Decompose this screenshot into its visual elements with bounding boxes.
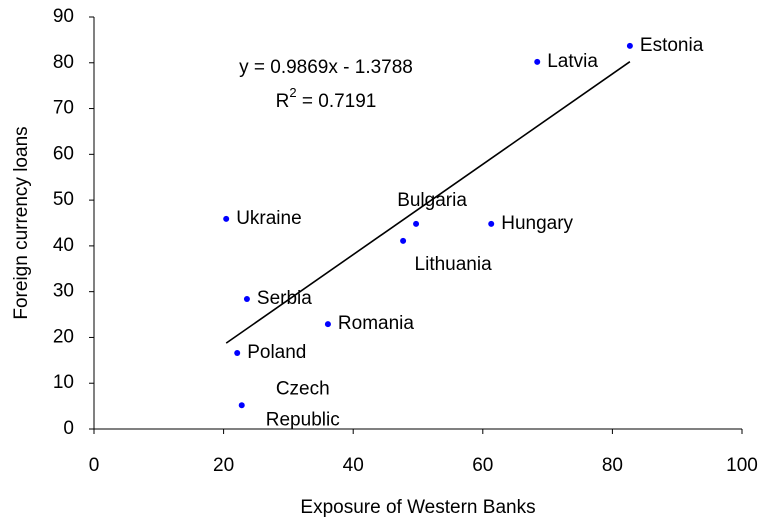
point-label: Latvia <box>547 51 598 72</box>
y-tick-label: 90 <box>53 6 74 27</box>
data-point <box>488 220 495 227</box>
r2-part: 2 <box>289 85 296 100</box>
y-tick-label: 10 <box>53 372 74 393</box>
trendline-equation: y = 0.9869x - 1.3788 <box>239 57 413 78</box>
trendline <box>225 61 631 344</box>
point-label: Lithuania <box>415 254 493 275</box>
point-label: Republic <box>266 410 340 431</box>
point-label: Hungary <box>501 213 573 234</box>
x-tick-label: 40 <box>343 455 364 476</box>
data-point <box>626 42 633 49</box>
point-label: Ukraine <box>236 208 301 229</box>
point-label: Bulgaria <box>397 190 467 211</box>
y-tick-label: 50 <box>53 189 74 210</box>
point-label: Estonia <box>640 35 704 56</box>
y-tick-label: 70 <box>53 98 74 119</box>
y-axis-title: Foreign currency loans <box>11 126 32 319</box>
point-label: Romania <box>338 313 414 334</box>
data-point <box>413 220 420 227</box>
x-tick-label: 0 <box>89 455 100 476</box>
x-tick-label: 20 <box>213 455 234 476</box>
data-point <box>223 215 230 222</box>
point-label: Poland <box>247 342 306 363</box>
y-tick-label: 0 <box>63 418 74 439</box>
y-tick-label: 60 <box>53 143 74 164</box>
r2-part: = 0.7191 <box>297 91 377 112</box>
data-point <box>400 237 407 244</box>
point-label: Serbia <box>257 288 312 309</box>
data-point <box>324 321 331 328</box>
x-tick-label: 60 <box>472 455 493 476</box>
data-point <box>243 295 250 302</box>
r2-part: R <box>276 91 290 112</box>
r-squared: R2 = 0.7191 <box>276 85 377 112</box>
point-label: Czech <box>276 379 330 400</box>
x-tick-label: 100 <box>726 455 758 476</box>
y-tick-label: 80 <box>53 52 74 73</box>
x-axis-title: Exposure of Western Banks <box>300 497 535 518</box>
y-tick-label: 30 <box>53 281 74 302</box>
data-point <box>234 350 241 357</box>
y-tick-label: 40 <box>53 235 74 256</box>
data-point <box>534 58 541 65</box>
data-point <box>238 402 245 409</box>
x-tick-label: 80 <box>602 455 623 476</box>
y-tick-label: 20 <box>53 326 74 347</box>
